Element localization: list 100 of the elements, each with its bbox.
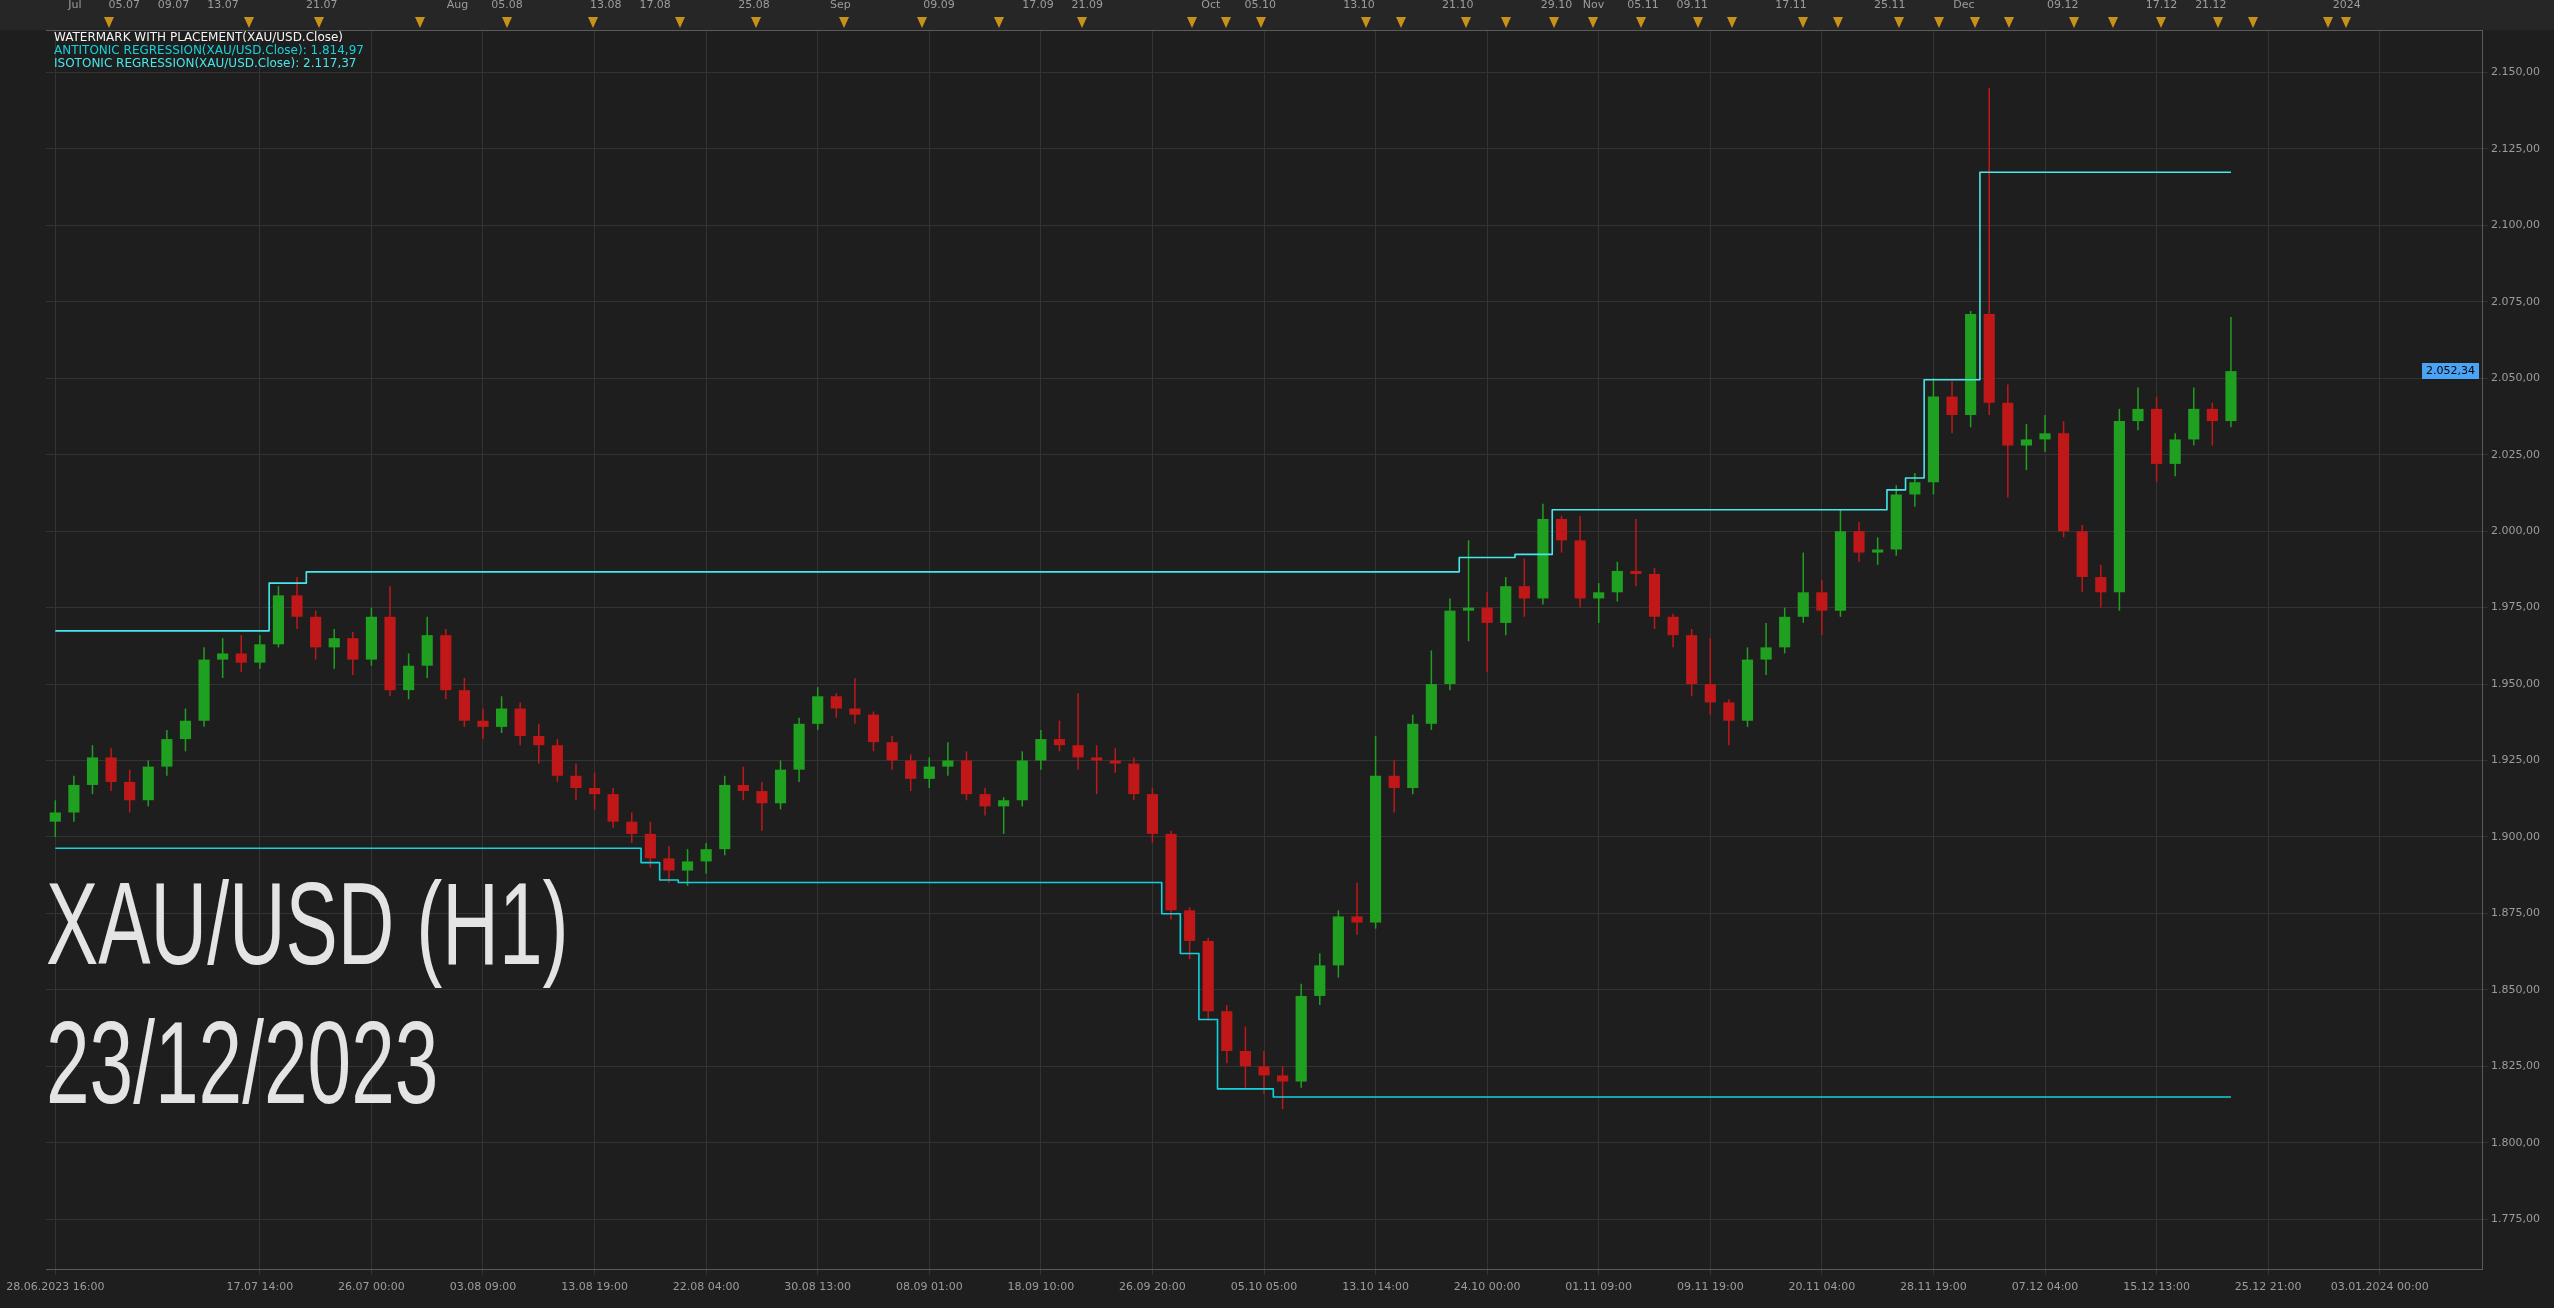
- x2-tick-label: 17.11: [1775, 0, 1807, 12]
- candlestick: [979, 787, 991, 817]
- candlestick: [2206, 401, 2218, 447]
- candlestick: [923, 756, 935, 789]
- candlestick: [570, 762, 582, 801]
- candlestick: [1704, 637, 1716, 716]
- y-tick-label: 2.000,00: [2491, 524, 2540, 538]
- candlestick: [1351, 882, 1363, 936]
- x-tick-label: 08.09 01:00: [895, 1280, 963, 1294]
- x2-tick-label: 09.12: [2046, 0, 2079, 12]
- y-tick-label: 2.100,00: [2491, 218, 2540, 232]
- annotation: WATERMARK WITH PLACEMENT(XAU/USD.Close): [54, 30, 344, 45]
- x2-tick-label: 21.07: [306, 0, 338, 12]
- x-tick-label: 13.10 14:00: [1342, 1280, 1409, 1294]
- candlestick: [998, 796, 1010, 835]
- candlestick: [1388, 759, 1400, 814]
- candlestick: [700, 842, 712, 875]
- text: ANTITONIC REGRESSION(XAU/USD.Close): 1.814,97: [54, 43, 364, 58]
- x2-tick-label: Oct: [1201, 0, 1221, 12]
- x2-tick-label: 05.11: [1627, 0, 1659, 12]
- x-tick-label: 01.11 09:00: [1565, 1280, 1633, 1294]
- x-tick-label: 13.08 19:00: [561, 1280, 628, 1294]
- candlestick: [1258, 1050, 1270, 1095]
- candlestick: [1035, 729, 1047, 771]
- candlestick: [681, 848, 694, 887]
- candlestick: [1853, 521, 1865, 563]
- candlestick: [942, 741, 954, 777]
- x-tick-label: 20.11 04:00: [1788, 1280, 1856, 1294]
- candlestick: [1462, 539, 1475, 642]
- x-tick-label: 17.07 14:00: [226, 1280, 294, 1294]
- candlestick: [477, 707, 489, 740]
- x2-tick-label: 2024: [2332, 0, 2361, 12]
- y-tick-label: 1.800,00: [2491, 1135, 2540, 1149]
- x-tick-label: 03.08 09:00: [449, 1280, 517, 1294]
- candlestick: [1053, 720, 1066, 753]
- candlestick: [1555, 515, 1568, 554]
- text: ISOTONIC REGRESSION(XAU/USD.Close): 2.117,37: [54, 56, 357, 71]
- x2-tick-label: Aug: [446, 0, 469, 12]
- candlestick: [1909, 472, 1921, 508]
- y-tick-label: 1.975,00: [2491, 600, 2540, 614]
- x2-tick-label: 25.11: [1874, 0, 1906, 12]
- x2-tick-label: 09.11: [1676, 0, 1709, 12]
- x2-tick-label: 13.10: [1343, 0, 1375, 12]
- candlestick: [1760, 622, 1772, 676]
- x-tick-label: 26.09 20:00: [1119, 1280, 1186, 1294]
- x-tick-label: 25.12 21:00: [2234, 1280, 2302, 1294]
- y-tick-label: 2.025,00: [2491, 447, 2540, 461]
- x2-tick-label: 09.09: [923, 0, 955, 12]
- y-tick-label: 2.075,00: [2491, 294, 2540, 308]
- candlestick: [1667, 612, 1679, 649]
- candlestick: [849, 677, 861, 725]
- y-tick-label: 1.825,00: [2491, 1059, 2540, 1073]
- x2-tick-label: 21.09: [1071, 0, 1104, 12]
- x-tick-label: 26.07 00:00: [338, 1280, 405, 1294]
- text: 23/12/2023: [46, 997, 439, 1128]
- y-tick-label: 1.925,00: [2491, 753, 2540, 767]
- candlestick: [328, 628, 340, 670]
- candlestick: [49, 799, 61, 838]
- x-tick-label: 30.08 13:00: [784, 1280, 852, 1294]
- x-tick-label: 22.08 04:00: [672, 1280, 740, 1294]
- x-tick-label: 15.12 13:00: [2123, 1280, 2190, 1294]
- candlestick: [235, 634, 247, 673]
- candlestick: [1109, 747, 1121, 774]
- candlestick: [1946, 380, 1958, 435]
- y-tick-label: 1.850,00: [2491, 982, 2540, 996]
- text: XAU/USD (H1): [46, 858, 569, 989]
- x-tick-label: 05.10 05:00: [1230, 1280, 1298, 1294]
- x2-tick-label: 05.08: [491, 0, 523, 12]
- x-tick-label: 07.12 04:00: [2011, 1280, 2079, 1294]
- x2-tick-label: 17.09: [1022, 0, 1054, 12]
- candlestick: [217, 637, 229, 679]
- candlestick: [533, 723, 545, 765]
- x2-tick-label: Nov: [1582, 0, 1605, 12]
- candlestick: [1277, 1065, 1289, 1110]
- x2-tick-label: 05.07: [108, 0, 140, 12]
- x2-tick-label: 21.12: [2195, 0, 2227, 12]
- candlestick: [1723, 698, 1735, 746]
- y-tick-label: 1.775,00: [2491, 1212, 2540, 1226]
- y-tick-label: 2.150,00: [2491, 65, 2540, 79]
- candlestick: [830, 692, 842, 719]
- candlestick: [2020, 423, 2032, 471]
- candlestick: [254, 634, 266, 670]
- x-tick-label: 28.11 19:00: [1900, 1280, 1967, 1294]
- candlestick: [1518, 557, 1530, 618]
- y-tick-label: 2.125,00: [2491, 141, 2540, 155]
- candlestick: [124, 768, 136, 814]
- candlestick: [663, 845, 675, 884]
- candlestick: [291, 576, 303, 630]
- x-tick-label: 18.09 10:00: [1007, 1280, 1075, 1294]
- candlestick: [1611, 560, 1623, 603]
- y-tick-label: 1.875,00: [2491, 906, 2540, 920]
- candlestick: [179, 707, 192, 753]
- y-tick-label: 1.950,00: [2491, 676, 2540, 690]
- candlestick: [737, 765, 749, 801]
- annotation: 2.052,34: [2426, 364, 2475, 378]
- x2-tick-label: Dec: [1953, 0, 1975, 12]
- candlestick: [756, 781, 768, 832]
- candlestick: [886, 735, 898, 771]
- x2-tick-label: 25.08: [738, 0, 770, 12]
- x-tick-label: 03.01.2024 00:00: [2330, 1280, 2429, 1294]
